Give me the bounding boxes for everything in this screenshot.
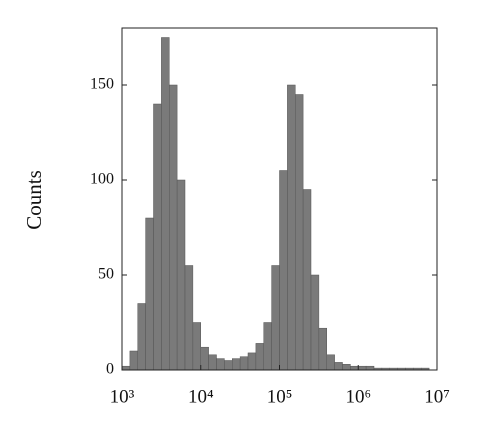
- histogram-bar: [216, 358, 225, 371]
- histogram-bar: [358, 365, 367, 371]
- histogram-bar: [153, 103, 162, 371]
- y-tick-label: 0: [106, 361, 114, 378]
- histogram-bar: [318, 327, 327, 371]
- histogram-bar: [200, 346, 209, 371]
- histogram-bar: [176, 179, 186, 371]
- x-tick-label: 10⁵: [267, 386, 293, 407]
- histogram-bar: [279, 170, 288, 371]
- histogram-bar: [302, 189, 312, 371]
- histogram-bar: [342, 364, 351, 371]
- histogram-bar: [271, 265, 280, 371]
- y-tick-label: 50: [98, 266, 114, 283]
- histogram-bar: [208, 354, 217, 371]
- y-tick-label: 100: [90, 171, 114, 188]
- histogram-bar: [247, 352, 257, 371]
- histogram-bar: [137, 303, 146, 371]
- x-tick-label: 10³: [110, 386, 135, 407]
- histogram-bar: [294, 94, 304, 371]
- y-axis-label: Counts: [22, 170, 46, 230]
- histogram-bar: [129, 350, 139, 371]
- histogram-bar: [310, 274, 320, 371]
- histogram-bar: [239, 356, 249, 371]
- histogram-bar: [255, 343, 265, 371]
- histogram-bar: [287, 84, 296, 371]
- x-tick-label: 10⁴: [188, 386, 214, 407]
- histogram-bar: [365, 365, 375, 371]
- histogram-bar: [350, 365, 359, 371]
- histogram-bar: [232, 358, 241, 371]
- histogram-bar: [263, 322, 272, 371]
- x-tick-label: 10⁷: [424, 386, 450, 407]
- histogram-bar: [192, 322, 201, 371]
- histogram-bar: [145, 217, 154, 371]
- y-tick-label: 150: [90, 76, 114, 93]
- histogram-bar: [184, 265, 194, 371]
- histogram-bar: [224, 360, 233, 371]
- histogram-bar: [334, 362, 343, 371]
- x-tick-label: 10⁶: [345, 386, 371, 407]
- histogram-bar: [121, 365, 131, 371]
- histogram-bar: [326, 354, 335, 371]
- histogram-bar: [161, 37, 170, 371]
- histogram-bar: [168, 84, 178, 371]
